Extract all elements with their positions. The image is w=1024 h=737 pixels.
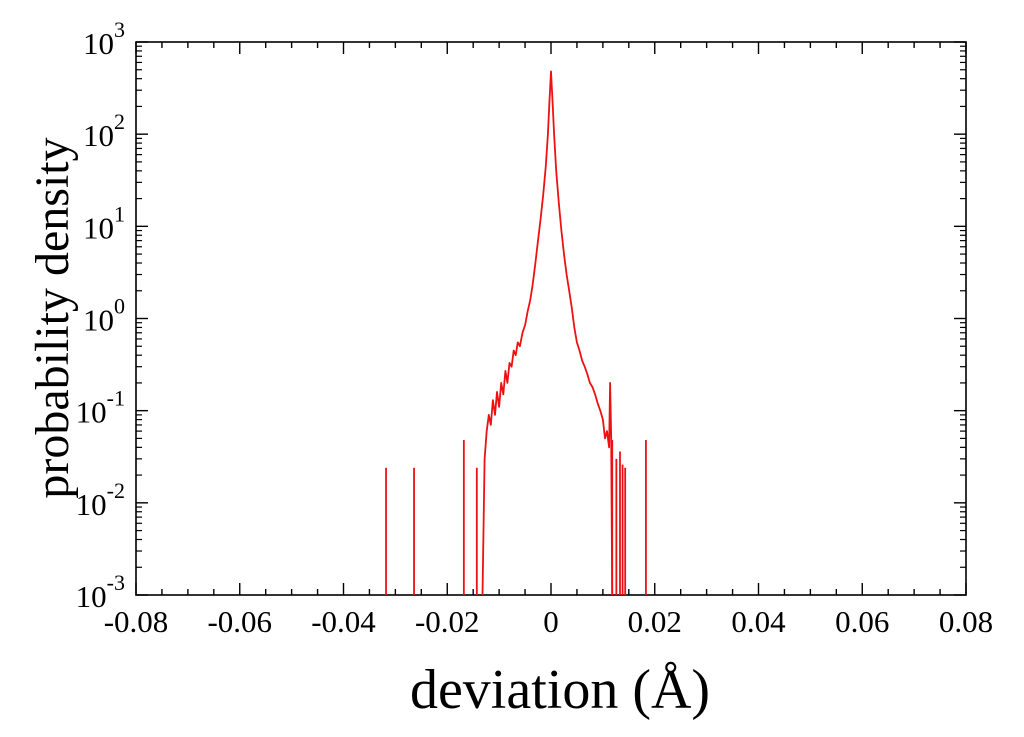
x-tick-label: 0.06 (835, 604, 889, 639)
x-tick-label: 0.04 (731, 604, 786, 639)
series-line (481, 70, 614, 596)
y-axis-title: probability density (26, 137, 79, 498)
y-tick-label: 10-2 (76, 478, 125, 522)
data-layer (385, 70, 647, 596)
x-tick-label: 0 (543, 604, 559, 639)
y-tick-label: 103 (83, 17, 125, 61)
x-ticks: -0.08 -0.06 -0.04 -0.02 0 0.02 0.04 0.06 0.08 (104, 42, 993, 639)
y-tick-label: 100 (83, 294, 125, 338)
x-axis-title: deviation (Å) (410, 659, 710, 721)
y-tick-label: 10-1 (76, 386, 125, 430)
x-tick-label: 0.02 (628, 604, 682, 639)
x-tick-label: -0.08 (104, 604, 169, 639)
x-tick-label: -0.04 (311, 604, 376, 639)
x-tick-label: -0.02 (415, 604, 480, 639)
y-tick-label: 102 (83, 109, 125, 153)
plot-frame (135, 41, 967, 596)
x-tick-label: -0.06 (207, 604, 272, 639)
y-tick-label: 101 (83, 201, 125, 245)
x-tick-label: 0.08 (939, 604, 993, 639)
